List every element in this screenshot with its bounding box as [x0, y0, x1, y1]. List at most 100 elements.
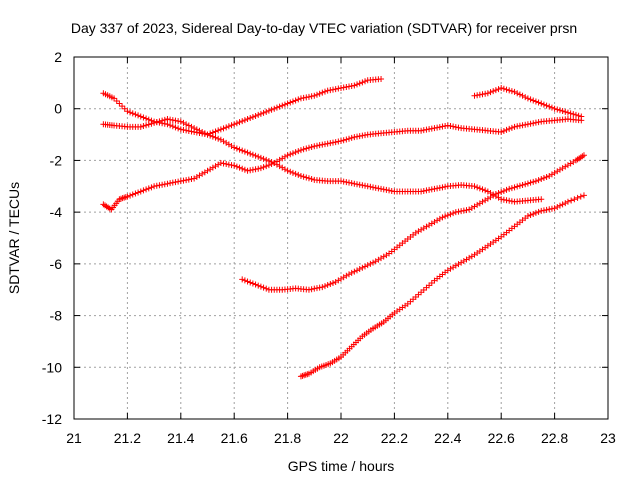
data-point — [137, 113, 144, 120]
data-point — [540, 101, 547, 108]
data-point — [362, 132, 369, 139]
data-point — [233, 120, 240, 127]
data-point — [567, 110, 574, 117]
data-point — [249, 113, 256, 120]
data-point — [466, 254, 473, 261]
data-point — [546, 206, 553, 213]
data-point — [458, 259, 465, 266]
data-point — [241, 166, 248, 173]
data-point — [220, 160, 227, 167]
data-point — [239, 147, 246, 154]
data-point — [423, 223, 430, 230]
data-point — [295, 171, 302, 178]
data-point — [519, 122, 526, 129]
data-point — [359, 182, 366, 189]
data-point — [279, 102, 286, 109]
data-point — [372, 184, 379, 191]
data-point — [292, 170, 299, 177]
data-point — [225, 161, 232, 168]
data-point — [543, 206, 550, 213]
data-point — [265, 107, 272, 114]
data-point — [362, 263, 369, 270]
data-point — [578, 113, 585, 120]
data-point — [180, 126, 187, 133]
data-point — [249, 151, 256, 158]
data-point — [132, 111, 139, 118]
data-point — [252, 112, 259, 119]
data-point — [530, 120, 537, 127]
data-point — [575, 112, 582, 119]
data-point — [551, 105, 558, 112]
data-point — [204, 131, 211, 138]
data-point — [354, 181, 361, 188]
data-point — [239, 276, 246, 283]
data-point — [359, 264, 366, 271]
data-point — [263, 108, 270, 115]
data-point — [281, 101, 288, 108]
data-point — [556, 166, 563, 173]
data-point — [514, 90, 521, 97]
data-point — [340, 178, 347, 185]
data-point — [482, 90, 489, 97]
data-point — [241, 117, 248, 124]
data-point — [167, 122, 174, 129]
data-point — [463, 256, 470, 263]
data-point — [321, 141, 328, 148]
data-point — [289, 169, 296, 176]
data-point — [354, 267, 361, 274]
data-point — [571, 196, 578, 203]
data-point — [500, 127, 507, 134]
data-point — [346, 179, 353, 186]
data-point — [321, 283, 328, 290]
data-point — [564, 109, 571, 116]
data-point — [292, 149, 299, 156]
data-point — [233, 145, 240, 152]
data-point — [252, 281, 259, 288]
data-point — [548, 171, 555, 178]
data-point — [378, 75, 385, 82]
data-point — [527, 96, 534, 103]
data-point — [431, 125, 438, 132]
data-point — [479, 198, 486, 205]
data-point — [543, 173, 550, 180]
data-point — [559, 201, 566, 208]
data-point — [113, 97, 120, 104]
data-point — [356, 266, 363, 273]
data-point — [273, 104, 280, 111]
data-point — [362, 78, 369, 85]
data-point — [340, 137, 347, 144]
x-tick-label: 21.4 — [167, 430, 194, 446]
data-point — [476, 200, 483, 207]
data-point — [244, 278, 251, 285]
data-point — [511, 184, 518, 191]
data-point — [215, 161, 222, 168]
data-point — [455, 124, 462, 131]
data-point — [180, 177, 187, 184]
data-point — [484, 90, 491, 97]
data-point — [356, 181, 363, 188]
data-point — [348, 269, 355, 276]
data-point — [442, 183, 449, 190]
data-point — [188, 176, 195, 183]
data-point — [508, 185, 515, 192]
data-point — [220, 138, 227, 145]
data-point — [546, 172, 553, 179]
data-point — [217, 160, 224, 167]
data-point — [231, 121, 238, 128]
data-point — [348, 134, 355, 141]
data-point — [212, 134, 219, 141]
data-point — [346, 83, 353, 90]
data-point — [260, 109, 267, 116]
data-point — [559, 108, 566, 115]
data-point — [514, 183, 521, 190]
data-point — [236, 119, 243, 126]
data-point — [551, 169, 558, 176]
data-point — [455, 208, 462, 215]
data-point — [471, 92, 478, 99]
data-point — [447, 123, 454, 130]
data-point — [332, 278, 339, 285]
data-point — [434, 124, 441, 131]
data-point — [127, 192, 134, 199]
data-point — [500, 196, 507, 203]
data-point — [351, 268, 358, 275]
